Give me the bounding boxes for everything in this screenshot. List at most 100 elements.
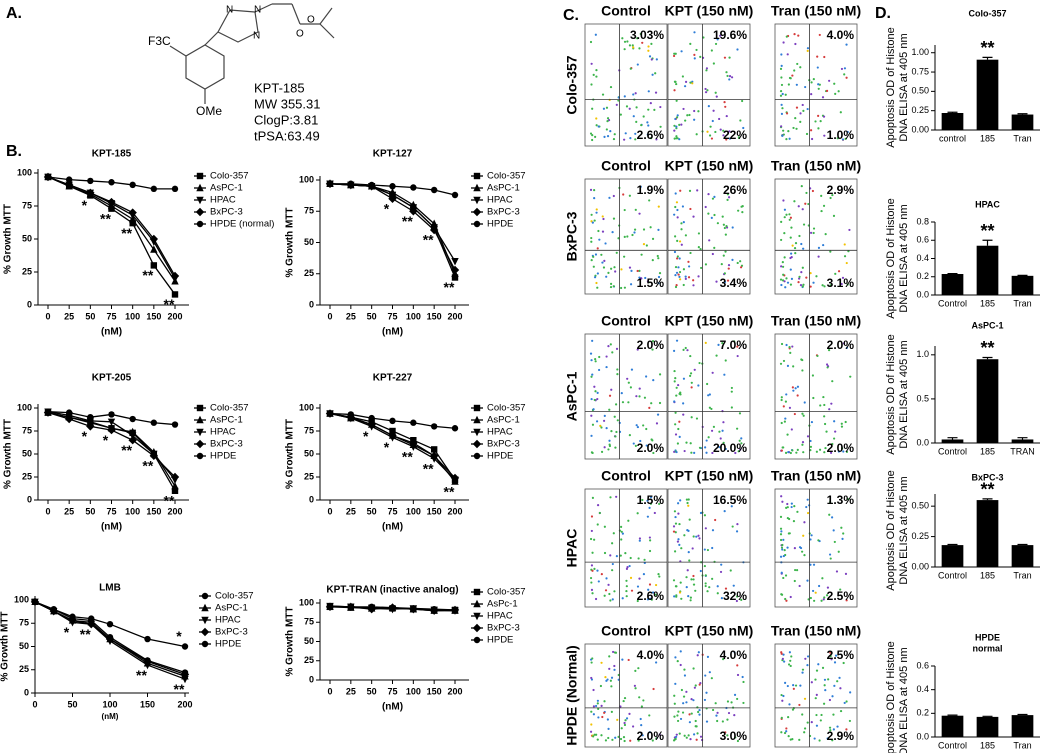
event-dot: [594, 360, 597, 363]
column-header: Control: [601, 3, 651, 19]
x-tick-label: 25: [346, 506, 356, 516]
event-dot: [630, 589, 634, 592]
event-dot: [674, 235, 677, 238]
event-dot: [719, 128, 722, 131]
marker: [409, 207, 418, 216]
event-dot: [672, 349, 676, 353]
row-label: Colo-357: [564, 55, 580, 114]
event-dot: [706, 89, 709, 92]
event-dot: [829, 451, 833, 454]
event-dot: [722, 129, 725, 132]
event-dot: [844, 572, 848, 575]
event-dot: [613, 415, 616, 418]
event-dot: [692, 284, 695, 287]
event-dot: [704, 674, 707, 677]
event-dot: [623, 95, 626, 98]
event-dot: [823, 285, 826, 288]
event-dot: [609, 554, 612, 557]
significance-mark: *: [82, 428, 88, 444]
event-dot: [652, 687, 655, 691]
event-dot: [789, 268, 792, 271]
event-dot: [841, 138, 845, 141]
event-dot: [697, 110, 700, 113]
event-dot: [682, 702, 685, 705]
event-dot: [607, 448, 610, 451]
significance-mark: **: [80, 626, 91, 642]
event-dot: [623, 696, 627, 700]
event-dot: [790, 277, 794, 280]
event-dot: [689, 42, 692, 45]
event-dot: [682, 348, 685, 352]
event-dot: [812, 231, 815, 235]
event-dot: [596, 569, 599, 572]
event-dot: [636, 63, 639, 66]
event-dot: [682, 221, 685, 224]
event-dot: [620, 525, 623, 529]
event-dot: [597, 229, 600, 233]
event-dot: [632, 725, 635, 728]
event-dot: [780, 398, 783, 402]
event-dot: [790, 226, 793, 229]
event-dot: [784, 400, 787, 403]
event-dot: [816, 354, 819, 358]
event-dot: [836, 137, 839, 140]
event-dot: [741, 675, 744, 679]
event-dot: [704, 341, 707, 344]
x-tick-label: 0: [32, 699, 37, 709]
event-dot: [676, 239, 679, 242]
event-dot: [784, 451, 788, 454]
event-dot: [638, 47, 641, 50]
event-dot: [594, 33, 597, 36]
event-dot: [676, 216, 679, 219]
event-dot: [589, 40, 593, 44]
event-dot: [682, 268, 686, 271]
event-dot: [599, 684, 603, 688]
event-dot: [622, 193, 625, 196]
column-header: Tran (150 nM): [771, 3, 861, 19]
event-dot: [826, 366, 829, 369]
event-dot: [711, 546, 714, 550]
quadrant-percent: 3.03%: [630, 28, 664, 42]
event-dot: [634, 208, 637, 211]
event-dot: [793, 505, 796, 508]
error-bar: [947, 714, 958, 716]
marker: [129, 219, 136, 227]
event-dot: [609, 496, 612, 499]
triazole-ring: [217, 9, 259, 43]
event-dot: [803, 554, 806, 557]
column-header: Control: [601, 313, 651, 329]
event-dot: [601, 93, 605, 96]
y-tick-label: 25: [22, 266, 32, 276]
event-dot: [679, 663, 682, 667]
event-dot: [679, 278, 682, 281]
event-dot: [790, 505, 793, 509]
significance-mark: **: [980, 38, 994, 58]
event-dot: [621, 37, 624, 40]
event-dot: [683, 449, 686, 453]
event-dot: [797, 205, 800, 208]
event-dot: [673, 738, 676, 741]
event-dot: [822, 598, 825, 601]
event-dot: [788, 406, 792, 409]
event-dot: [815, 693, 818, 696]
event-dot: [678, 522, 681, 526]
y-tick-label: 0.0: [916, 289, 929, 299]
event-dot: [592, 735, 595, 738]
event-dot: [682, 413, 685, 416]
event-dot: [789, 256, 792, 260]
y-tick-label: 0: [309, 494, 314, 504]
event-dot: [796, 448, 799, 451]
event-dot: [801, 550, 804, 553]
event-dot: [711, 451, 714, 455]
event-dot: [616, 373, 619, 376]
event-dot: [590, 588, 594, 591]
event-dot: [788, 517, 791, 521]
y-tick-label: 100: [299, 174, 314, 184]
event-dot: [629, 137, 632, 140]
event-dot: [614, 736, 617, 739]
event-dot: [637, 739, 640, 742]
event-dot: [638, 696, 641, 699]
x-tick-label: control: [939, 133, 966, 143]
event-dot: [595, 281, 598, 285]
event-dot: [592, 688, 595, 692]
